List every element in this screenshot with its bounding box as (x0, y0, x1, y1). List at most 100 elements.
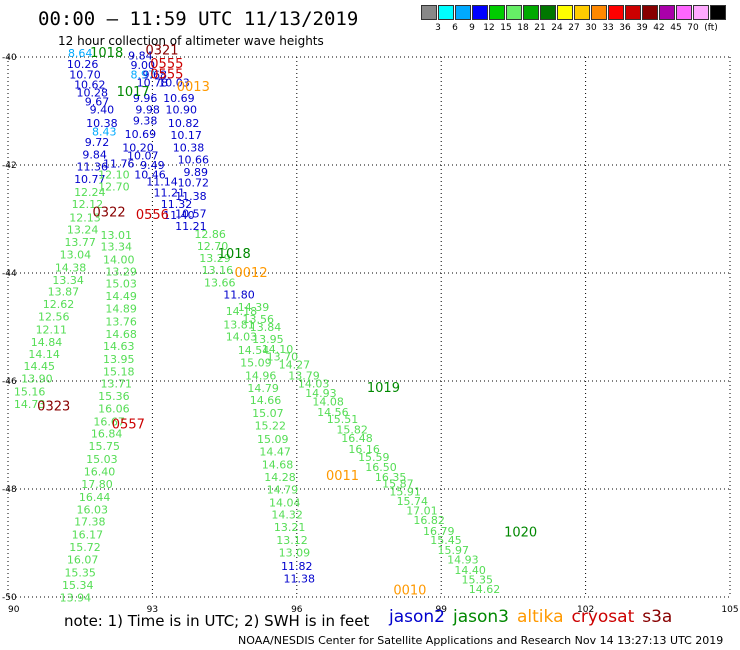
wave-height-value: 10.38 (86, 117, 118, 130)
wave-height-value: 11.21 (153, 186, 185, 199)
scale-swatch (523, 5, 539, 20)
wave-height-value: 14.03 (226, 331, 258, 344)
pass-time-label: 0555 (150, 68, 183, 83)
wave-height-value: 14.32 (271, 509, 303, 522)
wave-height-value: 16.44 (79, 491, 111, 504)
wave-height-value: 11.80 (223, 288, 255, 301)
scale-swatch (659, 5, 675, 20)
satellite-jason3: jason3 (453, 607, 509, 627)
wave-height-value: 10.46 (134, 169, 166, 182)
wave-height-value: 10.66 (178, 153, 210, 166)
wave-height-value: 16.17 (72, 529, 104, 542)
scale-label: 27 (568, 23, 580, 33)
wave-height-value: 15.72 (69, 541, 101, 554)
wave-height-value: 14.38 (55, 261, 87, 274)
scale-label: 6 (452, 23, 458, 33)
wave-height-value: 13.04 (60, 248, 92, 261)
pass-time-label: 1019 (367, 381, 400, 396)
wave-height-value: 14.27 (279, 359, 311, 372)
satellite-jason2: jason2 (389, 607, 445, 627)
wave-height-value: 15.51 (327, 413, 359, 426)
wave-height-value: 13.12 (276, 534, 308, 547)
wave-height-value: 16.03 (76, 503, 108, 516)
wave-height-value: 14.03 (298, 377, 330, 390)
scale-label: 30 (585, 23, 597, 33)
wave-height-value: 15.36 (98, 390, 130, 403)
wave-height-value: 12.70 (98, 180, 130, 193)
scale-swatch (591, 5, 607, 20)
wave-height-value: 11.38 (283, 572, 315, 585)
wave-height-value: 10.57 (175, 207, 207, 220)
wave-height-value: 9.84 (82, 149, 107, 162)
wave-height-value: 12.56 (38, 311, 70, 324)
wave-height-value: 13.77 (64, 236, 96, 249)
scale-label: 39 (636, 23, 648, 33)
wave-height-value: 15.22 (255, 420, 287, 433)
wave-height-value: 13.84 (250, 321, 282, 334)
wave-height-value: 14.68 (105, 328, 137, 341)
wave-height-value: 12.11 (36, 323, 68, 336)
wave-height-value: 16.82 (413, 514, 445, 527)
wave-height-value: 16.16 (348, 443, 380, 456)
pass-time-label: 1018 (218, 247, 251, 262)
scale-swatch (608, 5, 624, 20)
wave-height-value: 13.29 (199, 252, 231, 265)
wave-height-value: 10.03 (158, 77, 190, 90)
satellite-s3a: s3a (642, 607, 673, 627)
wave-height-value: 14.45 (24, 360, 56, 373)
wave-height-value: 13.79 (288, 369, 320, 382)
scale-label: 42 (653, 23, 665, 33)
wave-height-value: 12.13 (69, 212, 101, 225)
wave-height-value: 16.50 (365, 461, 397, 474)
y-tick-label: -50 (2, 593, 17, 603)
wave-height-value: 12.24 (74, 186, 106, 199)
pass-time-label: 0013 (177, 80, 210, 95)
wave-height-value: 15.91 (389, 485, 421, 498)
pass-time-label: 0010 (393, 583, 426, 598)
wave-height-value: 10.38 (173, 142, 205, 155)
wave-height-value: 10.78 (137, 77, 169, 90)
wave-height-value: 14.40 (454, 564, 486, 577)
wave-height-value: 12.86 (194, 228, 226, 241)
wave-height-value: 14.00 (103, 253, 135, 266)
scale-swatch (438, 5, 454, 20)
wave-height-value: 8.64 (68, 47, 93, 60)
wave-height-value: 14.39 (238, 301, 270, 314)
wave-height-value: 10.69 (125, 128, 157, 141)
scale-label: 21 (534, 23, 546, 33)
wave-height-value: 13.34 (52, 274, 84, 287)
wave-height-value: 10.70 (69, 69, 101, 82)
wave-height-value: 14.96 (245, 369, 277, 382)
wave-height-value: 14.04 (269, 496, 301, 509)
wave-height-value: 15.03 (105, 278, 137, 291)
wave-height-value: 15.75 (89, 440, 121, 453)
wave-height-value: 10.17 (170, 129, 202, 142)
wave-height-value: 14.14 (28, 348, 60, 361)
wave-height-value: 16.06 (98, 402, 130, 415)
wave-height-value: 13.56 (243, 313, 275, 326)
wave-height-value: 13.16 (202, 264, 234, 277)
scale-label: 70 (687, 23, 699, 33)
wave-height-value: 13.90 (21, 373, 53, 386)
wave-height-value: 13.24 (67, 224, 99, 237)
x-tick-label: 105 (721, 605, 738, 615)
y-tick-label: -44 (2, 269, 17, 279)
scale-swatch (421, 5, 437, 20)
wave-height-value: 8.43 (92, 125, 117, 138)
scale-unit: (ft) (704, 23, 718, 33)
wave-height-value: 9.89 (183, 166, 208, 179)
pass-time-label: 0557 (112, 418, 145, 433)
wave-height-value: 14.10 (262, 343, 294, 356)
wave-height-value: 14.89 (105, 302, 137, 315)
wave-height-value: 15.07 (252, 407, 284, 420)
pass-time-label: 0323 (37, 400, 70, 415)
wave-height-value: 10.26 (67, 58, 99, 71)
pass-time-label: 0555 (150, 57, 183, 72)
x-tick-label: 93 (147, 605, 158, 615)
scale-label: 36 (619, 23, 631, 33)
wave-height-value: 13.09 (279, 547, 311, 560)
x-tick-label: 102 (577, 605, 594, 615)
wave-height-value: 9.00 (131, 59, 156, 72)
scale-label: 3 (435, 23, 441, 33)
satellite-legend: jason2 jason3 altika cryosat s3a (389, 607, 680, 627)
